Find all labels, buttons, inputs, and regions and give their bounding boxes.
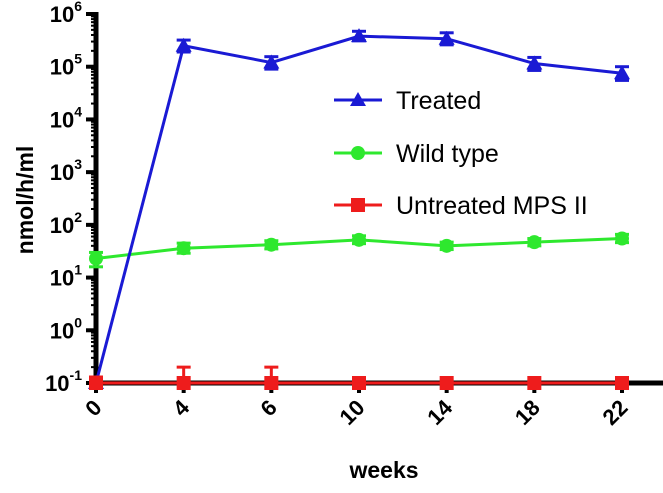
series-wild-type: [89, 231, 629, 269]
x-tick-label: 0: [80, 395, 106, 421]
y-tick-base: 10: [50, 107, 74, 132]
data-point: [615, 376, 629, 390]
legend-item-wild-type: Wild type: [334, 140, 499, 168]
x-tick-label: 10: [335, 395, 370, 430]
data-point: [175, 37, 192, 52]
y-tick-base: 10: [50, 55, 74, 80]
legend-marker: [351, 198, 365, 212]
y-tick-label: 103: [50, 156, 82, 185]
series-untreated-mps-ii: [89, 365, 629, 390]
legend-label: Wild type: [396, 140, 499, 168]
y-tick-label: 102: [50, 209, 82, 238]
legend-marker: [350, 92, 366, 106]
y-tick-label: 104: [50, 103, 82, 132]
data-point: [352, 232, 366, 247]
legend-marker: [351, 146, 365, 160]
data-point: [614, 65, 630, 80]
legend-item-treated: Treated: [334, 87, 481, 115]
series-layer: [88, 28, 630, 390]
data-point: [351, 28, 367, 43]
x-tick-label: 22: [598, 395, 633, 430]
y-tick-label: 105: [50, 51, 82, 80]
data-point: [264, 376, 279, 390]
data-point: [89, 251, 103, 266]
y-tick-label: 106: [50, 0, 82, 27]
x-axis-title: weeks: [348, 457, 418, 483]
legend: Treated Wild type Untreated MPS II: [334, 87, 588, 220]
data-point: [438, 30, 455, 45]
y-tick-exponent: 2: [74, 209, 82, 225]
y-axis-title: nmol/h/ml: [12, 146, 38, 255]
data-point: [264, 237, 279, 252]
y-tick-exponent: 0: [74, 314, 82, 330]
y-tick-base: 10: [50, 160, 74, 185]
y-tick-base: 10: [50, 266, 74, 291]
y-tick-base: 10: [45, 371, 69, 396]
x-tick-label: 14: [422, 394, 458, 430]
data-point: [176, 376, 191, 390]
x-tick-label: 18: [510, 395, 545, 430]
y-tick-label: 100: [50, 314, 82, 343]
y-tick-base: 10: [50, 213, 74, 238]
y-tick-base: 10: [50, 2, 74, 27]
y-tick-exponent: 4: [74, 103, 82, 119]
series-treated: [88, 28, 630, 389]
y-tick-exponent: 1: [74, 262, 82, 278]
y-tick-label: 101: [50, 262, 82, 291]
y-tick-exponent: -1: [70, 367, 83, 383]
data-point: [527, 235, 542, 250]
data-point: [352, 376, 366, 390]
data-point: [526, 55, 543, 70]
data-point: [439, 376, 454, 390]
data-point: [89, 376, 103, 390]
data-point: [527, 376, 542, 390]
data-point: [176, 241, 191, 256]
y-tick-exponent: 3: [74, 156, 82, 172]
legend-item-untreated-mps-ii: Untreated MPS II: [334, 192, 588, 220]
data-point: [439, 238, 454, 253]
data-point: [615, 231, 629, 246]
y-tick-exponent: 5: [74, 51, 82, 67]
y-tick-label: 10-1: [45, 367, 82, 396]
x-tick-label: 6: [256, 395, 282, 421]
legend-label: Untreated MPS II: [396, 192, 588, 220]
data-point: [263, 54, 280, 69]
y-tick-exponent: 6: [74, 0, 82, 14]
y-tick-base: 10: [50, 318, 74, 343]
legend-label: Treated: [396, 87, 481, 115]
x-tick-label: 4: [168, 394, 195, 421]
x-axis-ticks: 0 4 6 10 14 18 22: [80, 383, 633, 430]
